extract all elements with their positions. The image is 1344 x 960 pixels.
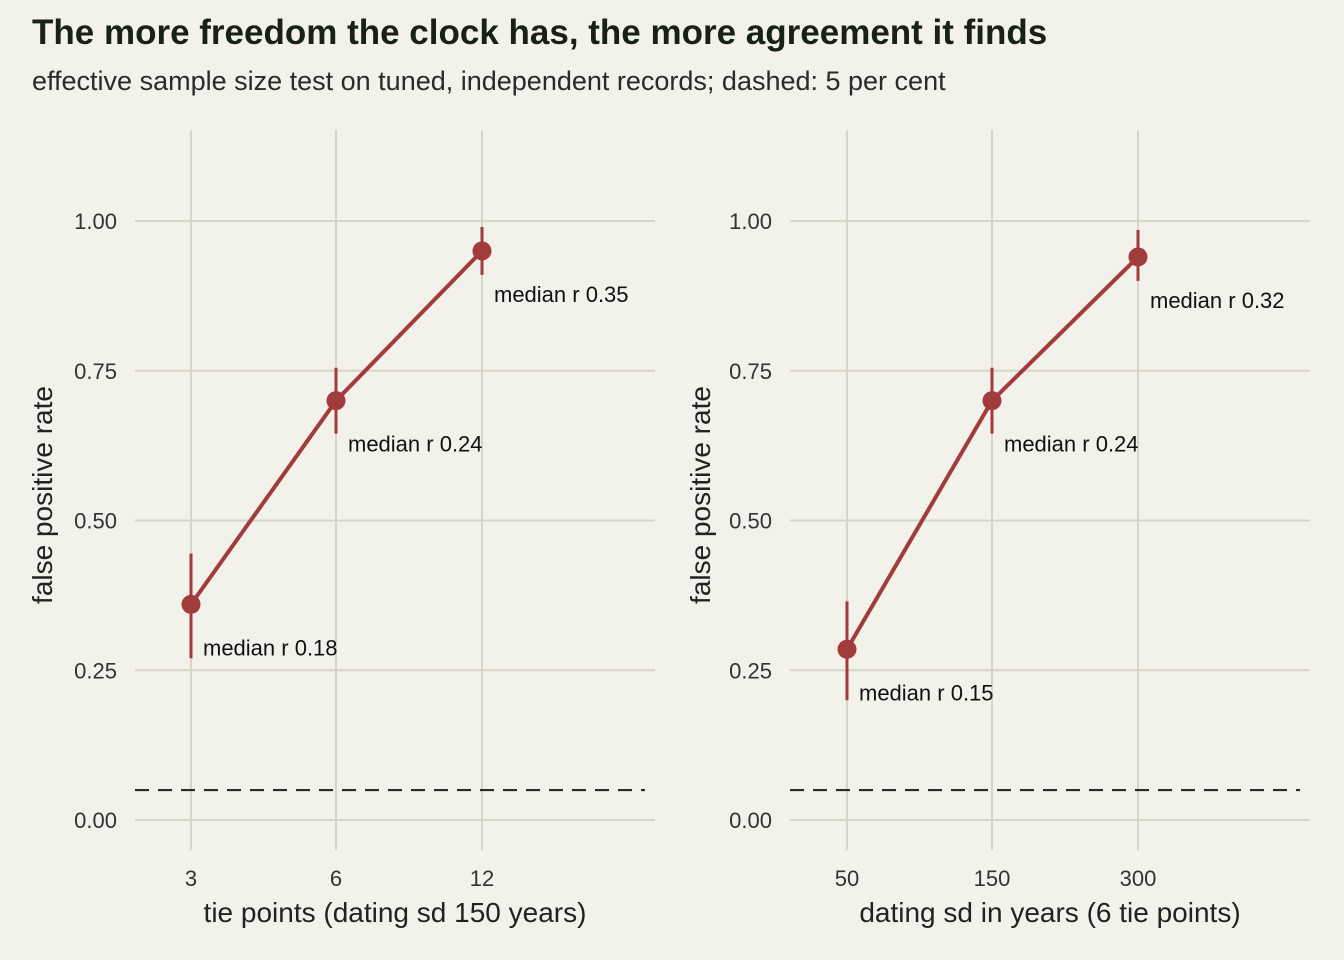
data-point: [1128, 247, 1148, 267]
y-tick-label: 0.75: [729, 359, 772, 384]
median-r-annotation: median r 0.24: [348, 432, 483, 457]
data-point: [837, 639, 857, 659]
median-r-annotation: median r 0.24: [1004, 432, 1139, 457]
median-r-annotation: median r 0.32: [1150, 288, 1285, 313]
y-tick-label: 0.50: [74, 509, 117, 534]
panel-dating-sd: 0.00 0.25 0.50 0.75 1.00 50 150 300 median r 0.1…: [685, 130, 1310, 928]
x-tick-label: 3: [185, 866, 197, 891]
x-tick-label: 150: [974, 866, 1011, 891]
data-point: [472, 241, 492, 261]
median-r-annotation: median r 0.35: [494, 282, 629, 307]
panel-tie-points: 0.00 0.25 0.50 0.75 1.00 3 6 12 median r 0.18 med…: [27, 130, 655, 928]
y-tick-label: 1.00: [729, 209, 772, 234]
data-point: [982, 391, 1002, 411]
median-r-annotation: median r 0.18: [203, 635, 338, 660]
y-tick-label: 0.25: [729, 658, 772, 683]
x-tick-label: 12: [470, 866, 494, 891]
y-tick-label: 0.75: [74, 359, 117, 384]
median-r-annotation: median r 0.15: [859, 680, 994, 705]
y-axis-title: false positive rate: [27, 386, 58, 604]
y-tick-label: 1.00: [74, 209, 117, 234]
chart-subtitle: effective sample size test on tuned, ind…: [32, 66, 946, 96]
chart-title: The more freedom the clock has, the more…: [32, 13, 1047, 52]
y-axis-title: false positive rate: [685, 386, 716, 604]
x-tick-label: 6: [330, 866, 342, 891]
y-tick-label: 0.00: [74, 808, 117, 833]
x-axis-title: tie points (dating sd 150 years): [204, 897, 587, 928]
data-point: [326, 391, 346, 411]
x-tick-label: 300: [1120, 866, 1157, 891]
y-tick-label: 0.00: [729, 808, 772, 833]
x-tick-label: 50: [835, 866, 859, 891]
y-tick-label: 0.50: [729, 509, 772, 534]
y-tick-label: 0.25: [74, 658, 117, 683]
x-axis-title: dating sd in years (6 tie points): [859, 897, 1240, 928]
data-point: [181, 594, 201, 614]
